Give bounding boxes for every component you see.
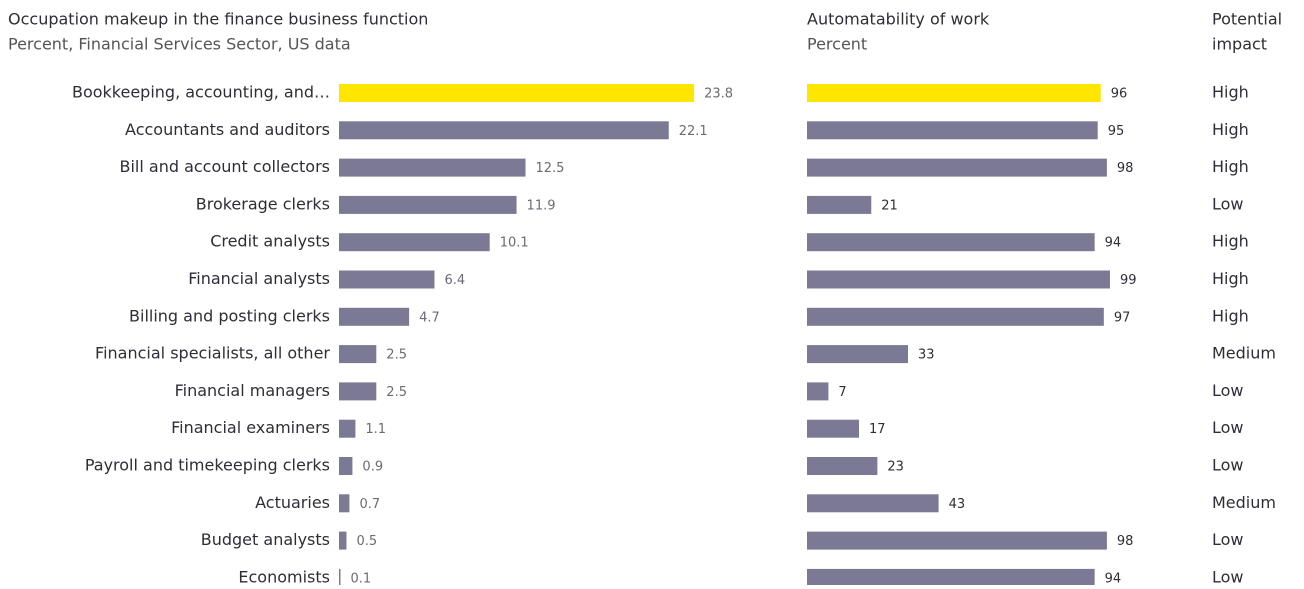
bar [807,419,860,438]
category-label: Bookkeeping, accounting, and… [72,83,330,102]
impact-label: High [1212,120,1249,139]
value-label: 2.5 [386,385,407,400]
bar [339,531,347,550]
bar [807,382,829,401]
value-label: 23 [887,460,904,475]
bar [339,345,377,364]
category-label: Credit analysts [210,232,330,251]
bar [339,84,695,102]
bar [807,158,1107,177]
chart-subtitle: Percent [807,35,867,54]
impact-label: Low [1212,418,1244,437]
bar [807,531,1107,550]
bar [339,568,341,587]
impact-label: High [1212,232,1249,251]
bar [807,270,1110,289]
impact-label: Medium [1212,344,1276,363]
bar [339,233,490,252]
bar [339,158,526,177]
bar [807,233,1095,252]
value-label: 10.1 [500,236,529,251]
bar [339,494,350,513]
category-label: Budget analysts [201,530,330,549]
category-label: Billing and posting clerks [129,306,330,325]
value-label: 22.1 [679,124,708,139]
bar [807,195,872,214]
value-label: 12.5 [536,161,565,176]
value-label: 21 [881,198,898,213]
impact-label: Low [1212,567,1244,585]
bar [339,457,353,475]
impact-label: Low [1212,456,1244,475]
category-label: Payroll and timekeeping clerks [85,456,330,475]
bar [807,307,1104,326]
bar [807,345,908,364]
bar [807,84,1101,102]
value-label: 99 [1120,273,1137,288]
impact-label: Low [1212,194,1244,213]
impact-label: High [1212,83,1249,102]
bar [339,419,356,438]
value-label: 43 [949,497,966,512]
impact-label: Low [1212,530,1244,549]
impact-label: High [1212,269,1249,288]
value-label: 33 [918,348,935,363]
value-label: 11.9 [527,198,556,213]
bar [339,270,435,289]
category-label: Financial examiners [171,418,330,437]
value-label: 98 [1117,534,1134,549]
value-label: 94 [1105,236,1122,251]
value-label: 0.7 [359,497,380,512]
value-label: 4.7 [419,310,440,325]
value-label: 0.5 [356,534,377,549]
bar [807,457,878,475]
value-label: 96 [1111,87,1128,102]
category-label: Financial managers [175,381,330,400]
value-label: 1.1 [365,422,386,437]
value-label: 94 [1105,571,1122,585]
impact-label: Medium [1212,493,1276,512]
column-title: impact [1212,35,1267,54]
category-label: Brokerage clerks [196,194,330,213]
value-label: 95 [1108,124,1125,139]
bar [339,121,669,140]
category-label: Economists [238,567,330,585]
value-label: 7 [838,385,846,400]
bar [339,382,377,401]
value-label: 98 [1117,161,1134,176]
impact-label: High [1212,157,1249,176]
chart-title: Automatability of work [807,10,990,29]
category-label: Financial analysts [188,269,330,288]
category-label: Financial specialists, all other [95,344,330,363]
bar [807,494,939,513]
bar [339,307,410,326]
impact-label: High [1212,306,1249,325]
bar [807,568,1095,587]
value-label: 2.5 [386,348,407,363]
value-label: 97 [1114,310,1131,325]
bar [339,195,517,214]
chart-title: Occupation makeup in the finance busines… [8,10,428,29]
value-label: 0.9 [362,460,383,475]
value-label: 17 [869,422,886,437]
impact-label: Low [1212,381,1244,400]
bar [807,121,1098,140]
value-label: 23.8 [704,87,733,102]
category-label: Bill and account collectors [119,157,330,176]
value-label: 0.1 [350,571,371,585]
category-label: Actuaries [255,493,330,512]
category-label: Accountants and auditors [125,120,330,139]
chart-subtitle: Percent, Financial Services Sector, US d… [8,35,351,54]
value-label: 6.4 [444,273,465,288]
column-title: Potential [1212,10,1282,29]
